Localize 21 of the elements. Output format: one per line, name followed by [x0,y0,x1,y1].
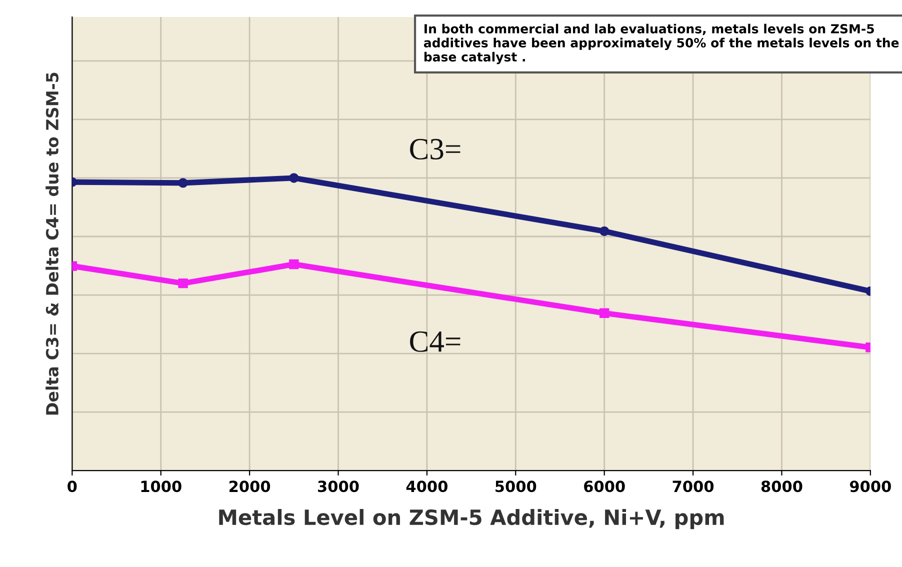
x-tick-label: 2000 [230,480,270,492]
x-tick-label: 0 [68,480,77,492]
x-tick-label: 6000 [584,480,625,492]
point [599,226,610,236]
point [178,278,188,288]
point [289,259,299,270]
y-axis-title: Delta C3= & Delta C4= due to ZSM-5 [46,72,59,415]
x-tick-label: 9000 [850,480,891,492]
x-tick-label: 1000 [141,480,182,492]
x-tick-label: 3000 [318,480,359,492]
point [178,178,188,188]
point [599,308,610,318]
text: In both commercial and lab evaluations, metals levels on ZSM-5 additives have been approximately 50% of the metals levels on the base catalyst . [424,24,899,64]
x-tick-label: 5000 [496,480,536,492]
point [289,173,299,183]
x-tick-label: 8000 [761,480,802,492]
x-tick-label: 4000 [406,480,448,492]
series-label: C4= [410,331,460,352]
series-label: C3= [410,138,460,160]
x-axis-title: Metals Level on ZSM-5 Additive, Ni+V, ppm [219,509,724,530]
x-tick-label: 7000 [672,480,714,492]
